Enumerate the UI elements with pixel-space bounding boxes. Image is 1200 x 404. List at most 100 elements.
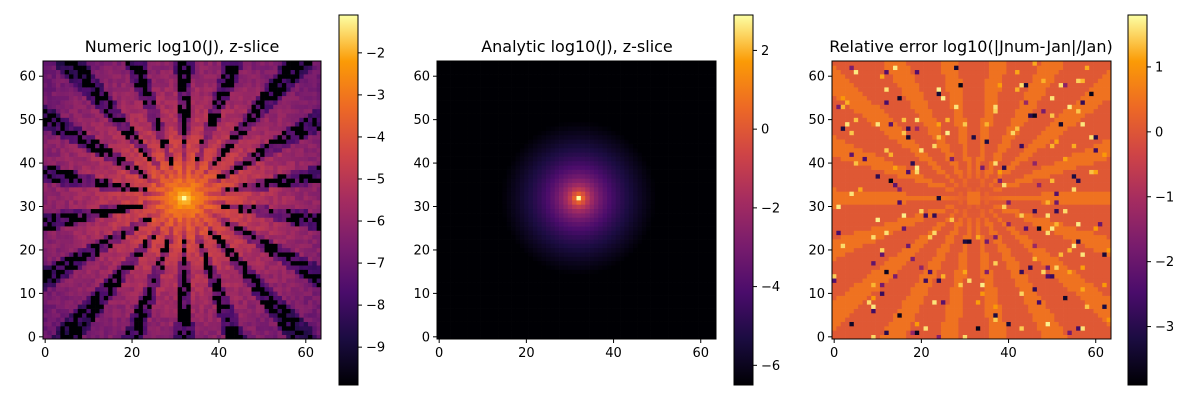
heatmap-cell: [60, 296, 65, 301]
heatmap-cell: [82, 261, 87, 266]
heatmap-cell: [291, 230, 296, 235]
heatmap-cell: [117, 161, 122, 166]
heatmap-cell: [212, 304, 217, 309]
heatmap-cell: [282, 309, 287, 314]
heatmap-cell: [108, 126, 113, 131]
heatmap-cell: [60, 256, 65, 261]
heatmap-cell: [247, 196, 252, 201]
heatmap-cell: [286, 144, 291, 149]
heatmap-cell: [312, 239, 317, 244]
heatmap-cell: [590, 330, 595, 335]
heatmap-cell: [199, 178, 204, 183]
heatmap-cell: [195, 300, 200, 305]
heatmap-cell: [217, 126, 222, 131]
heatmap-cell: [121, 196, 126, 201]
heatmap-cell: [234, 313, 239, 318]
heatmap-cell: [99, 83, 104, 88]
heatmap-cell: [121, 131, 126, 136]
heatmap-cell: [73, 213, 78, 218]
heatmap-cell: [295, 304, 300, 309]
heatmap-cell: [60, 326, 65, 331]
heatmap-cell: [56, 296, 61, 301]
heatmap-cell: [577, 291, 582, 296]
heatmap-cell: [217, 139, 222, 144]
heatmap-cell: [104, 174, 109, 179]
heatmap-cell: [304, 96, 309, 101]
heatmap-cell: [208, 117, 213, 122]
heatmap-cell: [160, 161, 165, 166]
heatmap-cell: [204, 200, 209, 205]
heatmap-cell: [47, 139, 52, 144]
heatmap-cell: [511, 278, 516, 283]
heatmap-cell: [160, 222, 165, 227]
heatmap-cell: [182, 157, 187, 162]
heatmap-cell: [152, 74, 157, 79]
heatmap-cell: [638, 326, 643, 331]
heatmap-cell: [134, 131, 139, 136]
heatmap-cell: [147, 183, 152, 188]
heatmap-cell: [472, 296, 477, 301]
heatmap-cell: [56, 213, 61, 218]
heatmap-cell: [195, 109, 200, 114]
heatmap-cell: [450, 317, 455, 322]
heatmap-cell: [278, 70, 283, 75]
heatmap-cell: [260, 213, 265, 218]
heatmap-cell: [312, 144, 317, 149]
heatmap-cell: [78, 170, 83, 175]
heatmap-cell: [78, 261, 83, 266]
heatmap-cell: [165, 61, 170, 66]
heatmap-cell: [182, 65, 187, 70]
heatmap-cell: [243, 209, 248, 214]
heatmap-cell: [256, 78, 261, 83]
heatmap-cell: [147, 126, 152, 131]
heatmap-cell: [243, 270, 248, 275]
heatmap-cell: [178, 213, 183, 218]
heatmap-cell: [121, 65, 126, 70]
heatmap-cell: [152, 226, 157, 231]
heatmap-cell: [441, 278, 446, 283]
heatmap-cell: [91, 109, 96, 114]
heatmap-cell: [78, 122, 83, 127]
heatmap-cell: [212, 226, 217, 231]
heatmap-cell: [108, 326, 113, 331]
heatmap-cell: [47, 161, 52, 166]
heatmap-cell: [594, 317, 599, 322]
panel-1-colorbar: [339, 15, 358, 385]
heatmap-cell: [269, 330, 274, 335]
heatmap-cell: [169, 100, 174, 105]
heatmap-cell: [208, 209, 213, 214]
heatmap-cell: [121, 117, 126, 122]
heatmap-cell: [69, 161, 74, 166]
heatmap-cell: [130, 287, 135, 292]
heatmap-cell: [633, 291, 638, 296]
heatmap-cell: [515, 330, 520, 335]
heatmap-cell: [121, 122, 126, 127]
heatmap-cell: [485, 296, 490, 301]
heatmap-cell: [160, 287, 165, 292]
heatmap-cell: [308, 217, 313, 222]
heatmap-cell: [581, 287, 586, 292]
heatmap-cell: [265, 139, 270, 144]
heatmap-cell: [156, 322, 161, 327]
heatmap-cell: [559, 300, 564, 305]
heatmap-cell: [234, 178, 239, 183]
heatmap-cell: [278, 122, 283, 127]
heatmap-cell: [91, 239, 96, 244]
heatmap-cell: [642, 326, 647, 331]
heatmap-cell: [533, 291, 538, 296]
heatmap-cell: [104, 104, 109, 109]
heatmap-cell: [86, 65, 91, 70]
heatmap-cell: [598, 322, 603, 327]
heatmap-cell: [117, 213, 122, 218]
heatmap-cell: [65, 61, 70, 66]
heatmap-cell: [91, 78, 96, 83]
heatmap-cell: [598, 313, 603, 318]
heatmap-cell: [126, 113, 131, 118]
heatmap-cell: [178, 283, 183, 288]
heatmap-cell: [312, 117, 317, 122]
heatmap-cell: [208, 61, 213, 66]
heatmap-cell: [104, 217, 109, 222]
heatmap-cell: [130, 87, 135, 92]
heatmap-cell: [225, 74, 230, 79]
heatmap-cell: [642, 304, 647, 309]
